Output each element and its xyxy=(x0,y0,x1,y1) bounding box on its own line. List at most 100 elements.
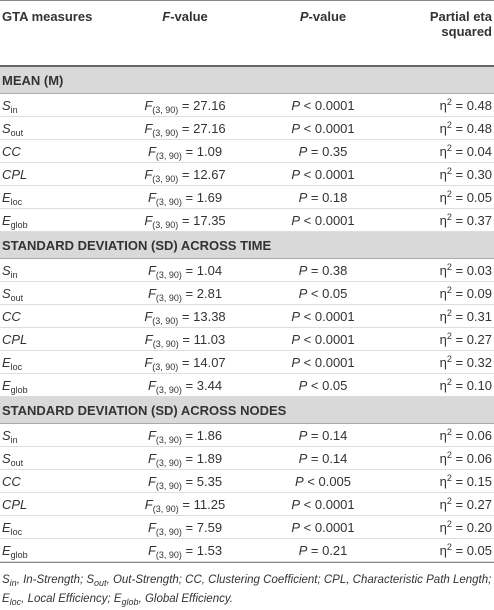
f-df: (3, 90) xyxy=(155,457,182,468)
p-symbol: P xyxy=(291,97,301,113)
eta-exponent: 2 xyxy=(446,495,452,506)
header-cell: P-value xyxy=(260,0,386,67)
p-cell: P = 0.14 xyxy=(260,423,386,447)
eta-symbol: η xyxy=(439,377,447,393)
measure-subscript: in xyxy=(10,269,18,280)
data-row: CC F(3, 90) = 1.09 P = 0.35 η2 = 0.04 xyxy=(0,139,494,163)
measure-symbol: CC xyxy=(2,473,21,489)
eta-symbol: η xyxy=(439,542,447,558)
eta-cell: η2 = 0.32 xyxy=(386,350,494,374)
eta-value: 0.48 xyxy=(466,97,492,113)
f-value: 14.07 xyxy=(193,354,226,370)
equals: = xyxy=(185,285,194,301)
equals: = xyxy=(455,143,464,159)
eta-symbol: η xyxy=(439,143,447,159)
p-cell: P < 0.05 xyxy=(260,373,386,397)
eta-cell: η2 = 0.27 xyxy=(386,327,494,351)
p-value: 0.14 xyxy=(322,427,348,443)
eta-exponent: 2 xyxy=(446,211,452,222)
measure-symbol: CC xyxy=(2,308,21,324)
p-operator: = xyxy=(310,189,319,205)
eta-value: 0.48 xyxy=(466,120,492,136)
p-value: 0.0001 xyxy=(314,308,355,324)
f-value: 17.35 xyxy=(193,212,226,228)
f-df: (3, 90) xyxy=(155,150,182,161)
section-row: STANDARD DEVIATION (SD) ACROSS NODES xyxy=(0,396,494,424)
header-symbol: P xyxy=(299,9,309,24)
measure-cell: Eglob xyxy=(0,373,110,397)
measure-cell: Eloc xyxy=(0,185,110,209)
equals: = xyxy=(455,427,464,443)
eta-cell: η2 = 0.03 xyxy=(386,258,494,282)
data-row: CC F(3, 90) = 5.35 P < 0.005 η2 = 0.15 xyxy=(0,469,494,493)
eta-value: 0.31 xyxy=(466,308,492,324)
p-symbol: P xyxy=(291,308,301,324)
equals: = xyxy=(455,212,464,228)
eta-cell: η2 = 0.27 xyxy=(386,492,494,516)
eta-cell: η2 = 0.48 xyxy=(386,116,494,140)
equals: = xyxy=(455,354,464,370)
f-df: (3, 90) xyxy=(155,480,182,491)
f-value: 1.09 xyxy=(196,143,223,159)
eta-symbol: η xyxy=(439,354,447,370)
f-cell: F(3, 90) = 11.25 xyxy=(110,492,260,516)
p-operator: < xyxy=(303,120,312,136)
f-df: (3, 90) xyxy=(152,104,179,115)
data-row: Eglob F(3, 90) = 3.44 P < 0.05 η2 = 0.10 xyxy=(0,373,494,397)
p-symbol: P xyxy=(298,285,308,301)
data-row: Sout F(3, 90) = 1.89 P = 0.14 η2 = 0.06 xyxy=(0,446,494,470)
p-value: 0.35 xyxy=(322,143,348,159)
p-value: 0.0001 xyxy=(314,354,355,370)
f-cell: F(3, 90) = 3.44 xyxy=(110,373,260,397)
p-value: 0.18 xyxy=(322,189,348,205)
f-cell: F(3, 90) = 1.86 xyxy=(110,423,260,447)
data-row: Eloc F(3, 90) = 7.59 P < 0.0001 η2 = 0.20 xyxy=(0,515,494,539)
header-text: Partial eta squared xyxy=(429,9,492,39)
data-row: Sout F(3, 90) = 27.16 P < 0.0001 η2 = 0.48 xyxy=(0,116,494,140)
p-cell: P < 0.0001 xyxy=(260,162,386,186)
eta-exponent: 2 xyxy=(446,307,452,318)
equals: = xyxy=(181,212,190,228)
p-value: 0.38 xyxy=(322,262,348,278)
f-symbol: F xyxy=(147,519,156,535)
data-row: Sin F(3, 90) = 1.04 P = 0.38 η2 = 0.03 xyxy=(0,258,494,282)
f-cell: F(3, 90) = 14.07 xyxy=(110,350,260,374)
f-df: (3, 90) xyxy=(155,269,182,280)
eta-value: 0.10 xyxy=(466,377,492,393)
measure-subscript: loc xyxy=(10,361,23,372)
p-symbol: P xyxy=(291,496,301,512)
measure-symbol: CPL xyxy=(2,166,28,182)
footnote-text: , In-Strength; xyxy=(16,574,87,586)
p-value: 0.0001 xyxy=(314,97,355,113)
measure-cell: Eloc xyxy=(0,515,110,539)
equals: = xyxy=(455,473,464,489)
equals: = xyxy=(185,427,194,443)
footnote-subscript: glob xyxy=(121,597,139,607)
eta-symbol: η xyxy=(439,331,447,347)
p-cell: P = 0.18 xyxy=(260,185,386,209)
p-symbol: P xyxy=(298,450,308,466)
f-symbol: F xyxy=(144,496,153,512)
eta-symbol: η xyxy=(439,166,447,182)
measure-subscript: in xyxy=(10,434,18,445)
p-cell: P = 0.21 xyxy=(260,538,386,562)
measure-cell: CPL xyxy=(0,327,110,351)
eta-symbol: η xyxy=(439,189,447,205)
data-row: Sout F(3, 90) = 2.81 P < 0.05 η2 = 0.09 xyxy=(0,281,494,305)
p-cell: P < 0.0001 xyxy=(260,515,386,539)
measure-cell: Sin xyxy=(0,258,110,282)
f-cell: F(3, 90) = 1.04 xyxy=(110,258,260,282)
f-cell: F(3, 90) = 1.09 xyxy=(110,139,260,163)
p-operator: = xyxy=(310,143,319,159)
p-cell: P = 0.35 xyxy=(260,139,386,163)
p-operator: < xyxy=(303,97,312,113)
section-row: MEAN (M) xyxy=(0,65,494,94)
f-cell: F(3, 90) = 11.03 xyxy=(110,327,260,351)
measure-symbol: CC xyxy=(2,143,21,159)
f-cell: F(3, 90) = 1.89 xyxy=(110,446,260,470)
eta-value: 0.09 xyxy=(466,285,492,301)
f-cell: F(3, 90) = 27.16 xyxy=(110,116,260,140)
measure-subscript: out xyxy=(10,457,24,468)
section-cell: STANDARD DEVIATION (SD) ACROSS TIME xyxy=(0,231,494,259)
f-cell: F(3, 90) = 5.35 xyxy=(110,469,260,493)
